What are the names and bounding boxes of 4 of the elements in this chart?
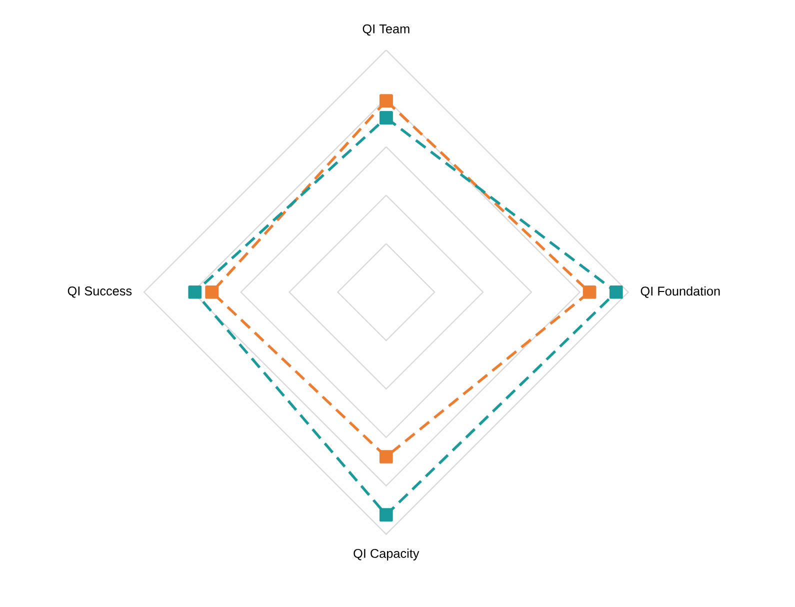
spoke-label: QI Foundation <box>640 286 720 298</box>
spoke-label: QI Success <box>68 286 132 298</box>
spoke-label: QI Capacity <box>354 548 420 560</box>
spoke-label: QI Team <box>362 24 410 36</box>
